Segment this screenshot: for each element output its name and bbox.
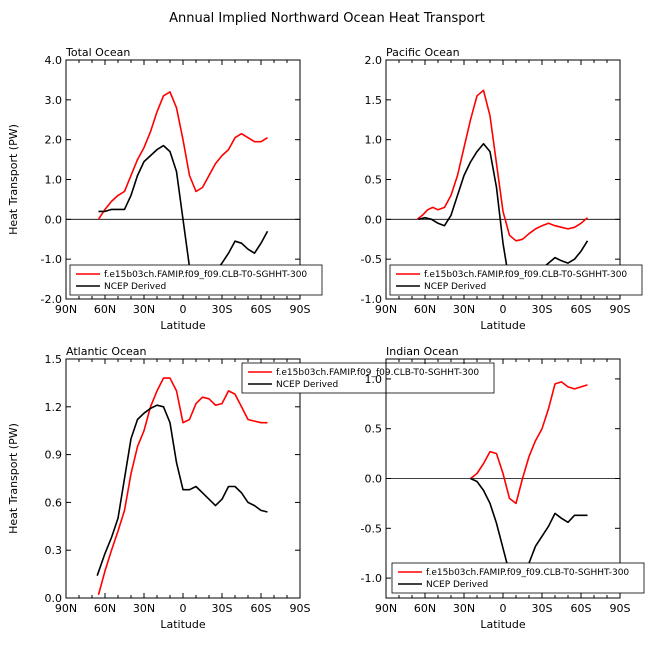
legend-ncep-label: NCEP Derived <box>424 282 486 292</box>
panel-3: Atlantic Ocean 90N 60N 30N 0 30S 60S 90S 0.0 0.3 0… <box>7 345 495 631</box>
x-axis-label: Latitude <box>480 319 526 332</box>
panel-title: Indian Ocean <box>386 345 459 358</box>
y-tick-label: -1.0 <box>361 572 382 585</box>
figure-title: Annual Implied Northward Ocean Heat Tran… <box>169 11 485 26</box>
y-tick-label: 0.0 <box>45 213 63 226</box>
legend-box <box>389 264 643 296</box>
y-tick-label: 1.2 <box>45 401 63 414</box>
model-series-line <box>416 89 589 242</box>
panel-title: Pacific Ocean <box>386 46 460 59</box>
y-tick-label: 0.5 <box>365 174 383 187</box>
y-tick-label: 0.3 <box>45 544 63 557</box>
x-tick-label: 60S <box>571 303 592 316</box>
model-series-line <box>470 381 588 505</box>
x-tick-label: 0 <box>180 602 187 615</box>
y-tick-label: 0.5 <box>365 423 383 436</box>
y-tick-label: 2.0 <box>365 54 383 67</box>
y-axis-label: Heat Transport (PW) <box>7 423 20 534</box>
x-axis-label: Latitude <box>160 618 206 631</box>
y-tick-label: -0.5 <box>361 253 382 266</box>
panel-4: Indian Ocean 90N 60N 30N 0 30S 60S 90S -1.0 -0.5 0… <box>361 345 645 631</box>
x-tick-label: 30S <box>532 602 553 615</box>
x-tick-label: 30S <box>532 303 553 316</box>
y-tick-label: 2.0 <box>45 134 63 147</box>
y-tick-label: 4.0 <box>45 54 63 67</box>
y-tick-label: -2.0 <box>41 293 62 306</box>
y-tick-label: 3.0 <box>45 94 63 107</box>
y-tick-label: 1.0 <box>365 134 383 147</box>
x-tick-label: 60N <box>94 602 116 615</box>
x-tick-label: 0 <box>500 303 507 316</box>
x-tick-label: 30S <box>212 602 233 615</box>
y-tick-label: -0.5 <box>361 522 382 535</box>
plot-frame <box>385 59 621 300</box>
x-tick-label: 90S <box>610 303 631 316</box>
legend: f.e15b03ch.FAMIP.f09_f09.CLB-T0-SGHHT-30… <box>241 362 495 394</box>
x-tick-label: 60N <box>414 303 436 316</box>
x-tick-label: 90N <box>375 303 397 316</box>
x-tick-label: 30S <box>212 303 233 316</box>
x-tick-label: 90N <box>55 602 77 615</box>
panel-title: Total Ocean <box>65 46 130 59</box>
x-tick-label: 30N <box>453 602 475 615</box>
legend-ncep-label: NCEP Derived <box>426 580 488 590</box>
panel-1: Total Ocean 90N 60N 30N 0 30S 60S 90S -2.0 -1.0 0.… <box>7 46 323 332</box>
legend-box <box>241 362 495 394</box>
x-tick-label: 30N <box>133 303 155 316</box>
x-tick-label: 90S <box>290 602 311 615</box>
x-tick-label: 0 <box>500 602 507 615</box>
model-series-line <box>97 377 268 596</box>
y-tick-label: 0.9 <box>45 449 63 462</box>
y-tick-label: 0.0 <box>45 592 63 605</box>
y-tick-label: 1.5 <box>365 94 383 107</box>
y-tick-label: 0.6 <box>45 496 63 509</box>
legend: f.e15b03ch.FAMIP.f09_f09.CLB-T0-SGHHT-30… <box>69 264 323 296</box>
x-tick-label: 60S <box>251 602 272 615</box>
y-axis-label: Heat Transport (PW) <box>7 124 20 235</box>
legend-model-label: f.e15b03ch.FAMIP.f09_f09.CLB-T0-SGHHT-30… <box>276 368 479 378</box>
x-tick-label: 90N <box>55 303 77 316</box>
legend: f.e15b03ch.FAMIP.f09_f09.CLB-T0-SGHHT-30… <box>389 264 643 296</box>
legend-model-label: f.e15b03ch.FAMIP.f09_f09.CLB-T0-SGHHT-30… <box>424 270 627 280</box>
legend: f.e15b03ch.FAMIP.f09_f09.CLB-T0-SGHHT-30… <box>391 562 645 594</box>
x-tick-label: 90S <box>610 602 631 615</box>
x-tick-label: 0 <box>180 303 187 316</box>
y-tick-label: -1.0 <box>361 293 382 306</box>
legend-model-label: f.e15b03ch.FAMIP.f09_f09.CLB-T0-SGHHT-30… <box>426 568 629 578</box>
legend-model-label: f.e15b03ch.FAMIP.f09_f09.CLB-T0-SGHHT-30… <box>104 270 307 280</box>
x-tick-label: 30N <box>453 303 475 316</box>
y-tick-label: -1.0 <box>41 253 62 266</box>
legend-ncep-label: NCEP Derived <box>276 380 338 390</box>
legend-ncep-label: NCEP Derived <box>104 282 166 292</box>
y-tick-label: 0.0 <box>365 213 383 226</box>
x-tick-label: 60S <box>251 303 272 316</box>
ncep-series-line <box>96 404 268 576</box>
model-series-line <box>97 91 268 220</box>
x-axis-label: Latitude <box>480 618 526 631</box>
plot-frame <box>65 59 301 300</box>
y-tick-label: 0.0 <box>365 473 383 486</box>
x-axis-label: Latitude <box>160 319 206 332</box>
x-tick-label: 90S <box>290 303 311 316</box>
y-tick-label: 1.0 <box>45 174 63 187</box>
y-tick-label: 1.5 <box>45 353 63 366</box>
x-tick-label: 60S <box>571 602 592 615</box>
legend-box <box>391 562 645 594</box>
y-tick-label: 1.0 <box>365 373 383 386</box>
panel-title: Atlantic Ocean <box>66 345 147 358</box>
legend-box <box>69 264 323 296</box>
x-tick-label: 60N <box>94 303 116 316</box>
ncep-series-line <box>98 144 269 286</box>
x-tick-label: 30N <box>133 602 155 615</box>
x-tick-label: 90N <box>375 602 397 615</box>
ncep-series-line <box>418 142 589 292</box>
x-tick-label: 60N <box>414 602 436 615</box>
panel-2: Pacific Ocean 90N 60N 30N 0 30S 60S 90S -1.0 -0.5… <box>361 46 643 332</box>
